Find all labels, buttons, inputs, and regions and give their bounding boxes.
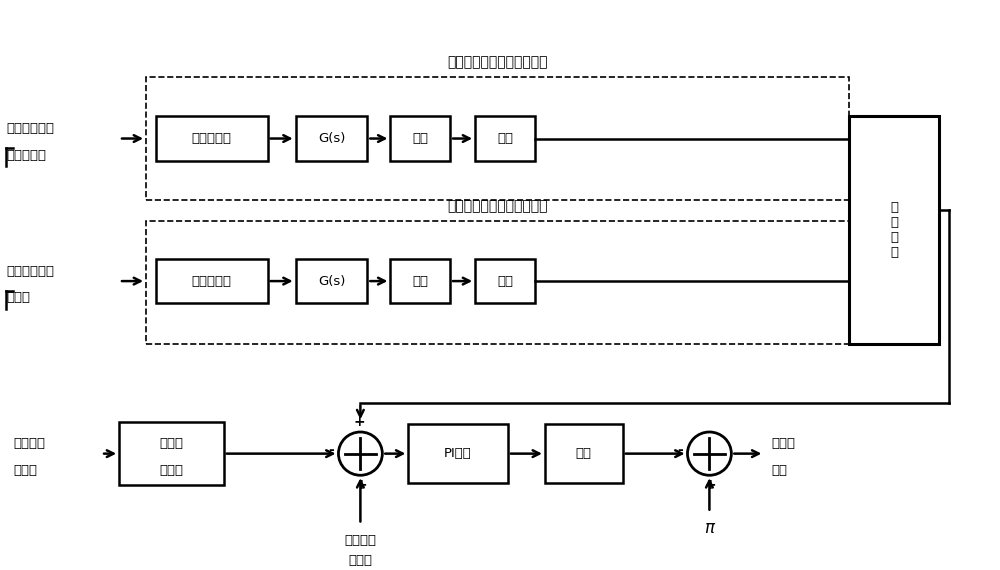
Text: 直流电流: 直流电流 [344,534,376,547]
Text: 限幅: 限幅 [576,447,592,460]
Text: -: - [678,443,683,457]
Bar [156,259,268,303]
Bar [475,116,535,161]
Text: 火电机组次同步阻尼控制器: 火电机组次同步阻尼控制器 [447,199,548,213]
Text: -: - [329,443,334,457]
Bar [296,259,367,303]
Text: 性环节: 性环节 [159,464,183,477]
Text: π: π [704,519,714,536]
Bar [146,77,849,200]
Bar [156,116,268,161]
Text: 增益: 增益 [412,132,428,145]
Text: 速偏差: 速偏差 [6,291,30,304]
Text: +: + [356,478,367,492]
Text: 线频率偏差: 线频率偏差 [6,149,46,162]
Text: +: + [705,478,716,492]
Text: G(s): G(s) [318,132,345,145]
Text: 带通滤波器: 带通滤波器 [192,132,232,145]
Text: 汽轮机轴系转: 汽轮机轴系转 [6,264,54,278]
Text: 直流触: 直流触 [771,437,795,450]
Text: 选
择
环
节: 选 择 环 节 [890,201,898,259]
Bar [296,116,367,161]
Bar [119,422,224,485]
Bar [545,424,623,483]
Text: 限幅: 限幅 [497,132,513,145]
Text: 发角: 发角 [771,464,787,477]
Text: PI环节: PI环节 [444,447,472,460]
Text: 带通滤波器: 带通滤波器 [192,275,232,288]
Bar [390,259,450,303]
Text: 风电机组次同步阻尼控制器: 风电机组次同步阻尼控制器 [447,55,548,69]
Text: 整流侧换流母: 整流侧换流母 [6,122,54,135]
Bar [408,424,508,483]
Text: G(s): G(s) [318,275,345,288]
Text: 一阶惯: 一阶惯 [159,437,183,450]
Bar [146,221,849,344]
Bar [475,259,535,303]
Text: 限幅: 限幅 [497,275,513,288]
Text: +: + [354,415,365,429]
Bar [390,116,450,161]
Text: 测量值: 测量值 [13,464,37,477]
Bar [849,116,939,344]
Text: 直流电流: 直流电流 [13,437,45,450]
Text: 增益: 增益 [412,275,428,288]
Text: 整定值: 整定值 [348,554,372,567]
